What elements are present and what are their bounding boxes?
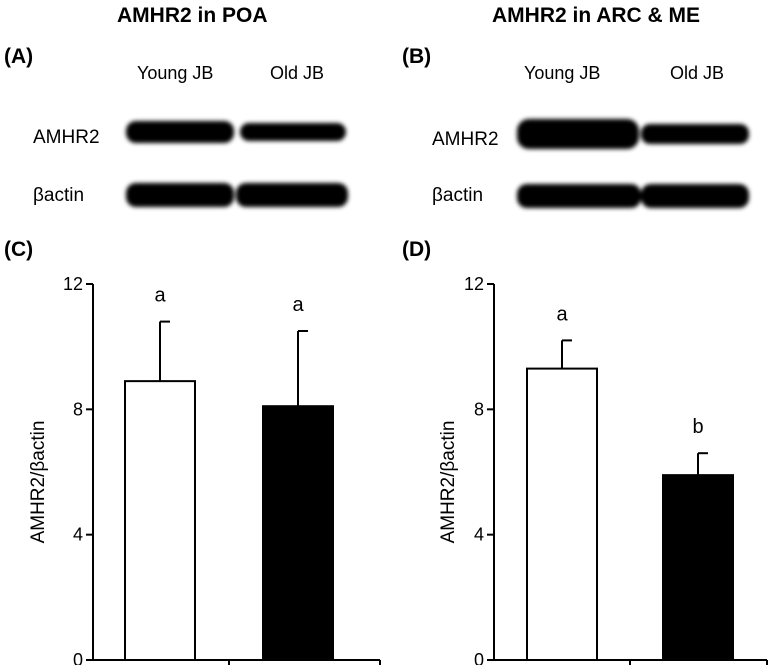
y-tick-label: 0: [474, 650, 484, 665]
blot-a-row-bactin: βactin: [33, 185, 85, 206]
blot-a-amhr2-old-band: [240, 123, 346, 141]
panel-letter-a: (A): [4, 45, 34, 68]
blot-b-amhr2-old-band: [641, 124, 749, 144]
y-tick-label: 0: [73, 650, 83, 665]
y-tick-label: 4: [73, 525, 83, 545]
panel-letter-b: (B): [402, 45, 432, 68]
panel-title-poa: AMHR2 in POA: [117, 4, 268, 27]
y-tick-label: 12: [464, 274, 484, 294]
blot-a-row-amhr2: AMHR2: [33, 127, 100, 148]
blot-a-lane-young: Young JB: [137, 63, 214, 83]
western-blot-bands: [126, 119, 749, 208]
significance-letter: a: [556, 303, 568, 325]
significance-letter: a: [292, 294, 304, 316]
blot-a-bactin-young-band: [126, 183, 234, 207]
blot-b-row-bactin: βactin: [432, 185, 484, 206]
blot-a-bactin-old-band: [236, 183, 348, 207]
blot-b-lane-old: Old JB: [670, 63, 725, 83]
blot-b-lane-young: Young JB: [524, 63, 601, 83]
blot-a-amhr2-young-band: [126, 121, 234, 143]
bar: [662, 474, 734, 661]
blot-b-row-amhr2: AMHR2: [432, 129, 499, 150]
blot-a-lane-old: Old JB: [270, 63, 325, 83]
y-axis-label: AMHR2/βactin: [28, 421, 49, 544]
panel-title-arc-me: AMHR2 in ARC & ME: [492, 4, 701, 27]
y-tick-label: 8: [474, 399, 484, 419]
y-axis-label: AMHR2/βactin: [438, 421, 459, 544]
blot-b-amhr2-young-band: [517, 119, 639, 149]
significance-letter: a: [154, 285, 166, 307]
significance-letter: b: [692, 416, 703, 438]
y-tick-label: 8: [73, 399, 83, 419]
bar: [262, 405, 334, 661]
panel-letter-d: (D): [402, 238, 432, 261]
blot-b-bactin-young-band: [517, 184, 641, 208]
panel-letter-c: (C): [4, 238, 34, 261]
y-tick-label: 4: [474, 525, 484, 545]
bar: [124, 380, 196, 661]
bar: [526, 367, 598, 661]
blot-b-bactin-old-band: [641, 184, 749, 208]
y-tick-label: 12: [63, 274, 83, 294]
